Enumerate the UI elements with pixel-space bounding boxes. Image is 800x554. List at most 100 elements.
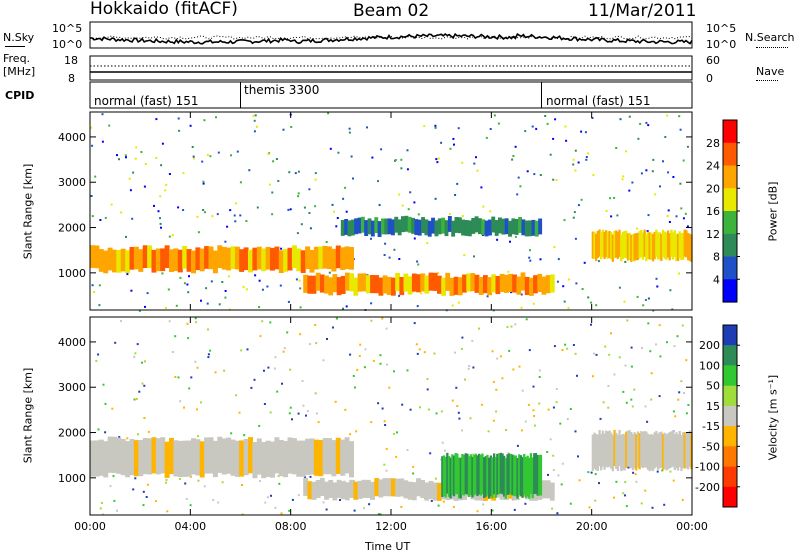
power-band-cell — [94, 245, 100, 269]
velocity-band-cell — [432, 482, 438, 501]
power-speckle — [609, 197, 612, 200]
power-speckle — [186, 283, 189, 286]
power-band-cell — [318, 246, 324, 270]
velocity-band-cell — [160, 437, 166, 474]
velocity-band-cell — [344, 437, 350, 474]
power-band-cell — [256, 246, 262, 270]
power-speckle — [416, 260, 419, 263]
velocity-speckle — [672, 410, 675, 413]
power-speckle — [622, 175, 625, 178]
velocity-speckle — [496, 357, 499, 360]
power-band-cell — [655, 229, 658, 257]
power-speckle — [217, 151, 220, 154]
velocity-band-cell — [593, 432, 596, 469]
power-speckle — [216, 213, 219, 216]
power-band-cell — [499, 273, 505, 292]
power-band-cell — [441, 217, 446, 234]
velocity-speckle — [134, 477, 137, 480]
velocity-speckle — [640, 502, 643, 505]
power-band-cell — [300, 250, 306, 273]
velocity-speckle — [622, 390, 625, 393]
velocity-speckle — [409, 408, 412, 411]
power-speckle — [562, 285, 565, 288]
velocity-band-cell — [591, 434, 594, 471]
power-band-cell — [138, 249, 144, 272]
velocity-speckle — [309, 475, 312, 478]
velocity-band-cell — [256, 438, 262, 475]
velocity-speckle — [574, 352, 577, 355]
power-speckle — [297, 170, 300, 173]
velocity-speckle — [364, 348, 367, 351]
velocity-speckle — [556, 512, 559, 515]
velocity-colorbar-swatch — [723, 426, 737, 447]
power-band-cell — [683, 229, 686, 257]
power-band-cell — [524, 220, 529, 237]
velocity-band-cell — [452, 455, 456, 497]
power-speckle — [90, 195, 93, 197]
velocity-band-cell — [631, 434, 635, 471]
power-speckle — [666, 114, 669, 117]
power-band-cell — [603, 231, 606, 259]
velocity-speckle — [561, 462, 564, 465]
power-band-cell — [252, 247, 258, 271]
velocity-band-cell — [538, 454, 541, 496]
velocity-band-cell — [454, 453, 457, 494]
power-band-cell — [261, 248, 267, 272]
power-speckle — [128, 177, 131, 180]
power-colorbar-tick-label: 20 — [706, 182, 720, 195]
velocity-speckle — [514, 323, 517, 326]
power-speckle — [335, 225, 338, 228]
velocity-band-cell — [506, 454, 509, 495]
velocity-band-cell — [403, 480, 409, 499]
power-speckle — [160, 226, 162, 229]
power-band-cell — [615, 230, 618, 258]
velocity-speckle — [174, 335, 177, 338]
velocity-speckle — [555, 401, 558, 404]
velocity-band-cell — [673, 433, 676, 471]
velocity-speckle — [499, 355, 502, 358]
velocity-band-cell — [651, 434, 655, 472]
power-band-cell — [428, 272, 434, 291]
power-speckle — [591, 117, 594, 119]
velocity-speckle — [146, 483, 149, 486]
velocity-band-cell — [138, 440, 144, 477]
velocity-speckle — [147, 430, 150, 433]
power-speckle — [239, 181, 242, 184]
power-band-cell — [636, 232, 640, 260]
velocity-speckle — [576, 374, 578, 377]
power-band-cell — [347, 220, 352, 237]
velocity-speckle — [189, 504, 192, 507]
power-band-cell — [656, 232, 660, 260]
power-speckle — [585, 158, 588, 161]
velocity-band-cell — [536, 454, 539, 496]
power-band-cell — [274, 246, 280, 270]
velocity-speckle — [418, 348, 421, 351]
velocity-speckle — [552, 469, 555, 471]
velocity-speckle — [677, 398, 680, 401]
power-colorbar-tick-label: 16 — [706, 205, 720, 218]
power-speckle — [417, 213, 420, 216]
velocity-speckle — [538, 376, 541, 378]
power-speckle — [637, 137, 640, 140]
power-speckle — [295, 278, 298, 281]
power-speckle — [153, 204, 155, 207]
nsky-underline — [5, 46, 25, 47]
power-speckle — [268, 183, 271, 186]
velocity-speckle — [189, 475, 192, 478]
power-band-cell — [608, 231, 611, 259]
velocity-speckle — [632, 471, 635, 474]
velocity-speckle — [258, 424, 261, 427]
power-band-cell — [133, 246, 139, 270]
power-speckle — [294, 172, 297, 175]
power-speckle — [215, 116, 217, 119]
velocity-speckle — [352, 375, 355, 377]
power-speckle — [680, 207, 683, 210]
velocity-speckle — [555, 388, 558, 390]
power-speckle — [345, 305, 348, 308]
power-colorbar-tick-label: 4 — [713, 273, 720, 286]
velocity-speckle — [594, 473, 597, 476]
power-band-cell — [645, 234, 648, 262]
velocity-speckle — [183, 406, 185, 409]
power-speckle — [366, 126, 368, 129]
power-band-cell — [360, 216, 365, 233]
